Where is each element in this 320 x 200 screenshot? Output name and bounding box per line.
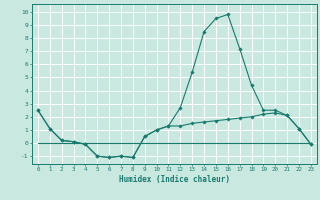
X-axis label: Humidex (Indice chaleur): Humidex (Indice chaleur) — [119, 175, 230, 184]
